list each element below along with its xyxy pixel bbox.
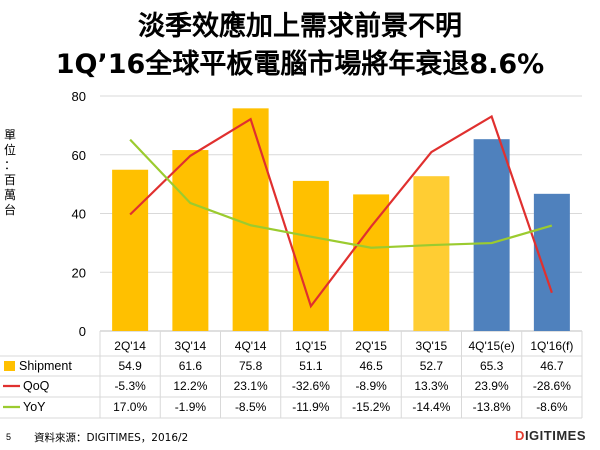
bar <box>413 176 450 331</box>
data-label: -11.9% <box>292 400 329 414</box>
x-tick-label: 4Q'14 <box>235 339 267 353</box>
legend-label: QoQ <box>23 379 50 393</box>
y-tick-label: 20 <box>72 265 86 280</box>
data-label: 75.8 <box>239 359 263 373</box>
data-label: -15.2% <box>352 400 390 414</box>
legend-swatch-shipment <box>4 361 15 371</box>
bar <box>292 180 329 331</box>
data-label: -8.6% <box>536 400 568 414</box>
data-label: 61.6 <box>179 359 203 373</box>
data-label: 12.2% <box>173 379 207 393</box>
data-label: 46.7 <box>540 359 564 373</box>
x-tick-label: 4Q'15(e) <box>468 339 514 353</box>
data-label: -28.6% <box>533 379 571 393</box>
bar <box>473 139 510 331</box>
page-number: 5 <box>6 432 12 442</box>
chart-title-line1: 淡季效應加上需求前景不明 <box>138 11 462 42</box>
bar <box>353 194 390 331</box>
data-label: -8.9% <box>355 379 387 393</box>
chart-title-line2: 1Q’16全球平板電腦市場將年衰退8.6% <box>55 49 545 80</box>
legend-label: Shipment <box>19 359 72 373</box>
source-note: 資料來源：DIGITIMES，2016/2 <box>34 432 189 444</box>
brand-text: IGITIMES <box>524 428 586 443</box>
bar <box>172 150 209 331</box>
bars <box>112 108 570 332</box>
y-tick-label: 80 <box>72 89 86 104</box>
data-label: 17.0% <box>113 400 147 414</box>
data-label: 23.1% <box>234 379 268 393</box>
y-tick-label: 0 <box>79 324 86 339</box>
y-tick-label: 40 <box>72 207 86 222</box>
data-label: -13.8% <box>473 400 511 414</box>
data-label: -5.3% <box>114 379 146 393</box>
y-axis-ticks: 0 20 40 60 80 <box>72 89 86 339</box>
legend-label: YoY <box>23 400 46 414</box>
series-line-yoy <box>129 138 553 249</box>
y-tick-label: 60 <box>72 148 86 163</box>
series-lines <box>129 114 553 309</box>
data-label: 54.9 <box>118 359 142 373</box>
data-label: 46.5 <box>359 359 383 373</box>
data-label: 52.7 <box>420 359 444 373</box>
x-tick-label: 3Q'14 <box>175 339 207 353</box>
data-label: -14.4% <box>412 400 450 414</box>
bar <box>112 169 149 331</box>
bar <box>533 193 570 331</box>
grid-lines <box>100 95 582 332</box>
data-table: 2Q'14 3Q'14 4Q'14 1Q'15 2Q'15 3Q'15 4Q'15(e) 1Q… <box>0 331 583 419</box>
data-label: -32.6% <box>292 379 330 393</box>
x-tick-label: 2Q'14 <box>114 339 146 353</box>
x-tick-label: 1Q'15 <box>295 339 327 353</box>
series-line-qoq <box>129 114 553 309</box>
x-tick-label: 3Q'15 <box>416 339 448 353</box>
brand-logo: DIGITIMES <box>515 428 586 443</box>
data-label: 13.3% <box>414 379 448 393</box>
data-label: 65.3 <box>480 359 504 373</box>
x-tick-label: 2Q'15 <box>355 339 387 353</box>
data-label: 23.9% <box>475 379 509 393</box>
data-label: -8.5% <box>235 400 267 414</box>
data-label: -1.9% <box>175 400 207 414</box>
brand-mark: D <box>515 428 525 443</box>
data-label: 51.1 <box>299 359 323 373</box>
x-tick-label: 1Q'16(f) <box>530 339 573 353</box>
y-axis-label: 單位：百萬台 <box>3 128 16 217</box>
